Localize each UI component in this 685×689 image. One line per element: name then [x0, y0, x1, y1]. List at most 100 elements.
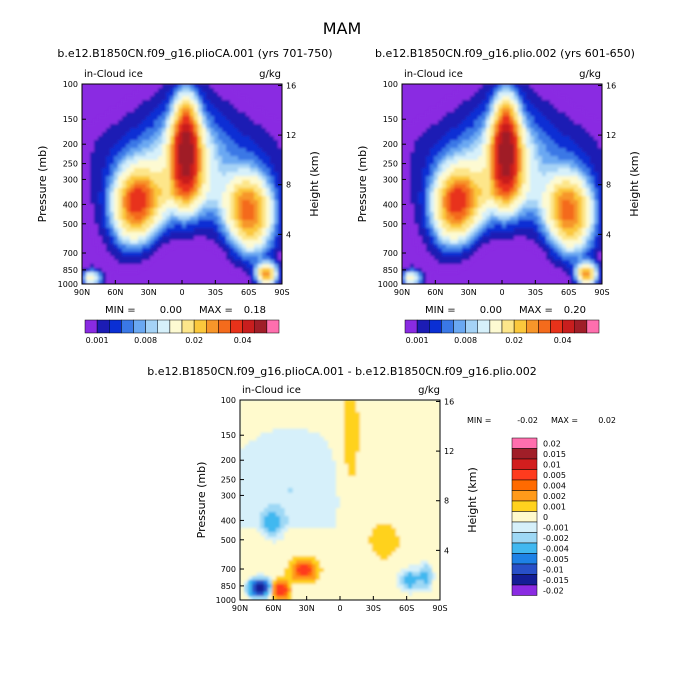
- panel-2-cell: [490, 140, 495, 145]
- panel-2-cell: [410, 132, 415, 137]
- panel-1-cell: [122, 248, 127, 253]
- panel-1-cell: [146, 260, 151, 265]
- panel-2-cell: [430, 228, 435, 233]
- panel-1-cell: [202, 200, 207, 205]
- panel-3-cell: [368, 420, 373, 425]
- panel-2-cell: [578, 228, 583, 233]
- panel-1-cell: [182, 92, 187, 97]
- panel-2-cell: [514, 176, 519, 181]
- panel-2-cell: [482, 188, 487, 193]
- panel-1-cell: [94, 180, 99, 185]
- panel-1-cell: [242, 212, 247, 217]
- panel-1-cell: [202, 168, 207, 173]
- panel-2-cell: [426, 128, 431, 133]
- panel-2-cell: [534, 212, 539, 217]
- panel-2-cell: [534, 88, 539, 93]
- panel-2-cell: [542, 200, 547, 205]
- panel-2-cell: [482, 100, 487, 105]
- panel-1-cell: [130, 264, 135, 269]
- panel-1-cell: [150, 200, 155, 205]
- panel-1-cell: [222, 228, 227, 233]
- panel-3-cell: [340, 460, 345, 465]
- panel-3-cell: [408, 452, 413, 457]
- panel-1-cell: [114, 128, 119, 133]
- panel-1-cell: [202, 140, 207, 145]
- panel-3-cell: [360, 424, 365, 429]
- panel-1-cell: [206, 224, 211, 229]
- panel-1-cell: [150, 228, 155, 233]
- panel-1-cell: [170, 220, 175, 225]
- panel-1-cell: [118, 108, 123, 113]
- panel-2-cell: [570, 256, 575, 261]
- panel-3-cell: [408, 420, 413, 425]
- panel-2-cell: [514, 152, 519, 157]
- panel-2-cell: [478, 176, 483, 181]
- panel-3-cell: [332, 440, 337, 445]
- panel-1-cell: [134, 144, 139, 149]
- panel-2-cell: [530, 188, 535, 193]
- panel-1-cell: [270, 200, 275, 205]
- panel-3-cell: [340, 408, 345, 413]
- panel-1-cell: [198, 140, 203, 145]
- panel-1-cell: [182, 228, 187, 233]
- panel-3-cell: [288, 416, 293, 421]
- panel-2-cell: [494, 148, 499, 153]
- panel-2-cell: [414, 204, 419, 209]
- panel-1-cell: [178, 136, 183, 141]
- panel-3-cell: [412, 456, 417, 461]
- panel-2-cell: [462, 212, 467, 217]
- panel-1-cell: [166, 192, 171, 197]
- panel-2-cell: [482, 212, 487, 217]
- panel-1-cell: [94, 152, 99, 157]
- panel-2-cell: [510, 148, 515, 153]
- panel-3-cell: [420, 404, 425, 409]
- panel-2-cell: [590, 152, 595, 157]
- panel-2-cell: [526, 204, 531, 209]
- panel-2-cell: [562, 264, 567, 269]
- panel-3-cell: [356, 436, 361, 441]
- panel-2-cell: [578, 204, 583, 209]
- panel-1-cell: [106, 228, 111, 233]
- panel-2-cell: [554, 144, 559, 149]
- panel-1-cell: [242, 224, 247, 229]
- panel-3-cell: [364, 448, 369, 453]
- panel-2-cell: [594, 128, 599, 133]
- panel-2-cell: [582, 144, 587, 149]
- panel-1-cell: [158, 120, 163, 125]
- panel-1-cell: [158, 108, 163, 113]
- panel-1-cell: [98, 152, 103, 157]
- panel-1-cell: [218, 240, 223, 245]
- panel-2-cell: [566, 188, 571, 193]
- panel-1-cell: [174, 200, 179, 205]
- panel-1-cell: [90, 208, 95, 213]
- panel-1-cell: [202, 136, 207, 141]
- panel-3-cell: [328, 440, 333, 445]
- panel-1-cell: [226, 100, 231, 105]
- panel-1-cell: [182, 124, 187, 129]
- panel-2-cell: [414, 228, 419, 233]
- panel-3-cell: [388, 424, 393, 429]
- panel-2-cell: [462, 164, 467, 169]
- panel-1-cell: [146, 92, 151, 97]
- panel-2-cell: [434, 252, 439, 257]
- panel-1-cell: [130, 180, 135, 185]
- panel-2-cell: [430, 260, 435, 265]
- panel-1-cell: [126, 252, 131, 257]
- panel-1-cell: [146, 200, 151, 205]
- panel-3-cell: [388, 448, 393, 453]
- panel-1-cell: [174, 124, 179, 129]
- panel-2-cell: [450, 136, 455, 141]
- panel-1-cell: [226, 128, 231, 133]
- panel-1-cell: [142, 132, 147, 137]
- panel-1-cell: [202, 220, 207, 225]
- panel-1-cell: [150, 180, 155, 185]
- panel-1-cell: [202, 124, 207, 129]
- panel-1-cell: [214, 168, 219, 173]
- panel-2-cell: [454, 112, 459, 117]
- panel-1-cell: [82, 172, 87, 177]
- panel-1-cell: [118, 236, 123, 241]
- panel-1-cell: [274, 272, 279, 277]
- panel-1-cell: [158, 136, 163, 141]
- panel-1-cell: [166, 92, 171, 97]
- panel-2-colorbar-label: 0.04: [554, 336, 572, 345]
